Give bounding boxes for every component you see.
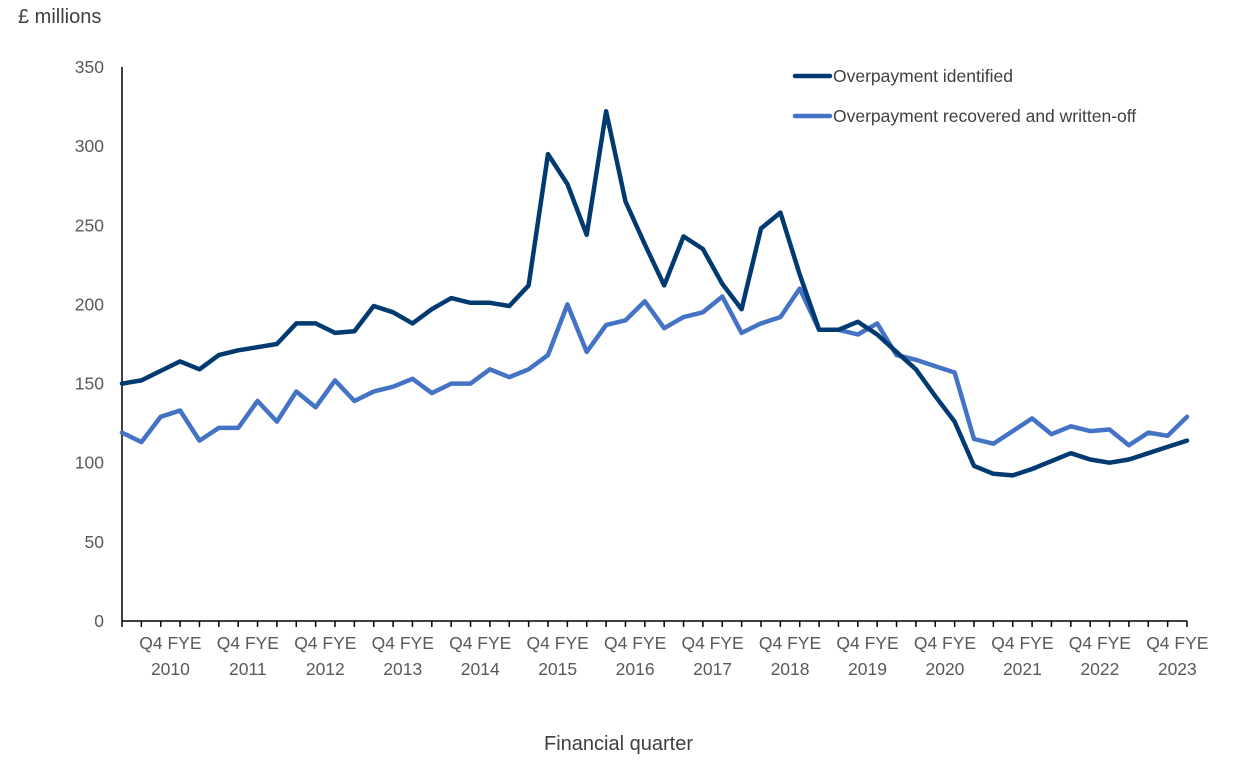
x-tick-label-quarter: Q4 FYE xyxy=(217,633,279,653)
legend-label: Overpayment recovered and written-off xyxy=(833,106,1136,126)
x-tick-label-quarter: Q4 FYE xyxy=(681,633,743,653)
y-tick-label: 300 xyxy=(75,136,104,156)
y-tick-label: 150 xyxy=(75,374,104,394)
x-tick-label-year: 2015 xyxy=(538,659,577,679)
x-tick-label-year: 2019 xyxy=(848,659,887,679)
x-tick-label-quarter: Q4 FYE xyxy=(1069,633,1131,653)
axes xyxy=(121,67,1188,627)
x-tick-label-year: 2010 xyxy=(151,659,190,679)
x-tick-label-quarter: Q4 FYE xyxy=(1146,633,1208,653)
x-tick-label-year: 2012 xyxy=(306,659,345,679)
y-tick-label: 100 xyxy=(75,453,104,473)
x-tick-label-quarter: Q4 FYE xyxy=(836,633,898,653)
y-tick-label: 0 xyxy=(94,611,104,631)
x-tick-label-year: 2016 xyxy=(616,659,655,679)
x-tick-label-quarter: Q4 FYE xyxy=(449,633,511,653)
legend: Overpayment identified Overpayment recove… xyxy=(792,66,1136,126)
y-tick-label: 250 xyxy=(75,215,104,235)
series-lines xyxy=(119,109,1190,478)
y-tick-label: 50 xyxy=(85,532,105,552)
x-tick-label-quarter: Q4 FYE xyxy=(759,633,821,653)
x-tick-label-quarter: Q4 FYE xyxy=(914,633,976,653)
x-tick-label-year: 2013 xyxy=(383,659,422,679)
x-tick-label-year: 2017 xyxy=(693,659,732,679)
legend-label: Overpayment identified xyxy=(833,66,1013,86)
x-tick-label-year: 2022 xyxy=(1080,659,1119,679)
x-tick-label-year: 2018 xyxy=(771,659,810,679)
x-tick-label-quarter: Q4 FYE xyxy=(372,633,434,653)
x-tick-label-year: 2021 xyxy=(1003,659,1042,679)
x-tick-label-quarter: Q4 FYE xyxy=(139,633,201,653)
x-tick-label-year: 2014 xyxy=(461,659,500,679)
x-tick-labels: Q4 FYE 2010 Q4 FYE 2011 Q4 FYE 2012 Q4 FYE 2013… xyxy=(139,633,1208,679)
y-tick-label: 200 xyxy=(75,294,104,314)
y-tick-labels: 0 50 100 150 200 250 300 350 xyxy=(75,57,104,631)
series-line-overpayment-recovered xyxy=(119,286,1190,448)
x-tick-label-quarter: Q4 FYE xyxy=(991,633,1053,653)
x-tick-label-year: 2023 xyxy=(1158,659,1197,679)
x-tick-label-quarter: Q4 FYE xyxy=(294,633,356,653)
series-line-overpayment-identified xyxy=(119,109,1190,478)
y-tick-label: 350 xyxy=(75,57,104,77)
y-axis-label: £ millions xyxy=(18,6,102,28)
x-tick-label-year: 2020 xyxy=(925,659,964,679)
x-tick-label-quarter: Q4 FYE xyxy=(527,633,589,653)
x-axis-label: Financial quarter xyxy=(544,733,693,755)
x-tick-label-year: 2011 xyxy=(229,659,267,679)
x-tick-label-quarter: Q4 FYE xyxy=(604,633,666,653)
